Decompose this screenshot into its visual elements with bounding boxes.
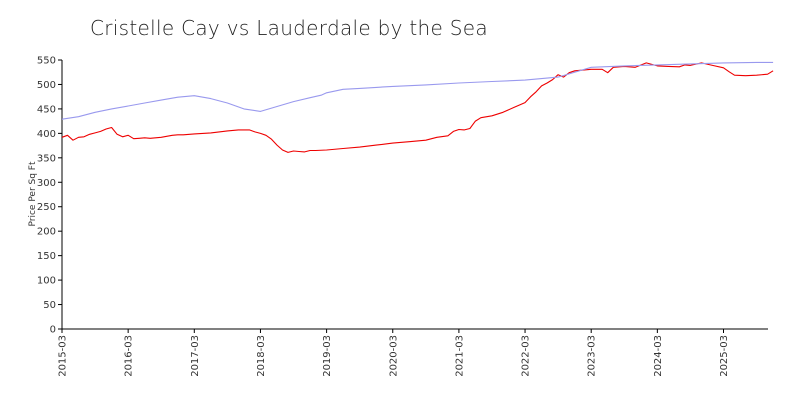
x-tick-label: 2019-03 <box>322 335 333 377</box>
chart-title: Cristelle Cay vs Lauderdale by the Sea <box>90 16 488 40</box>
y-tick-label: 50 <box>43 300 56 311</box>
x-tick-label: 2022-03 <box>521 335 532 377</box>
y-tick-label: 450 <box>37 104 56 115</box>
x-tick-label: 2015-03 <box>58 335 69 377</box>
x-tick-label: 2020-03 <box>388 335 399 377</box>
x-tick-label: 2017-03 <box>190 335 201 377</box>
x-tick-label: 2018-03 <box>256 335 267 377</box>
y-tick-label: 100 <box>37 276 56 287</box>
y-tick-label: 200 <box>37 227 56 238</box>
series-line-1 <box>61 62 774 153</box>
y-tick-label: 350 <box>37 153 56 164</box>
y-tick-label: 550 <box>37 56 56 67</box>
y-tick-label: 0 <box>50 325 56 336</box>
x-tick-label: 2024-03 <box>653 335 664 377</box>
x-tick-label: 2025-03 <box>719 335 730 377</box>
x-tick-label: 2021-03 <box>454 335 465 377</box>
series-line-2 <box>61 61 774 120</box>
y-tick-label: 400 <box>37 129 56 140</box>
y-tick-label: 300 <box>37 178 56 189</box>
axes <box>61 60 768 330</box>
x-ticks: 2015-03 2016-03 2017-03 2018-03 2019-03 2020-… <box>58 329 730 377</box>
x-tick-label: 2023-03 <box>587 335 598 377</box>
series-layer <box>61 61 774 153</box>
y-tick-label: 500 <box>37 80 56 91</box>
y-ticks: 0 50 100 150 200 250 300 350 400 450 500 550 <box>37 56 62 336</box>
x-tick-label: 2016-03 <box>124 335 135 377</box>
y-tick-label: 150 <box>37 251 56 262</box>
y-axis-label: Price Per Sq Ft <box>28 161 38 226</box>
y-tick-label: 250 <box>37 202 56 213</box>
